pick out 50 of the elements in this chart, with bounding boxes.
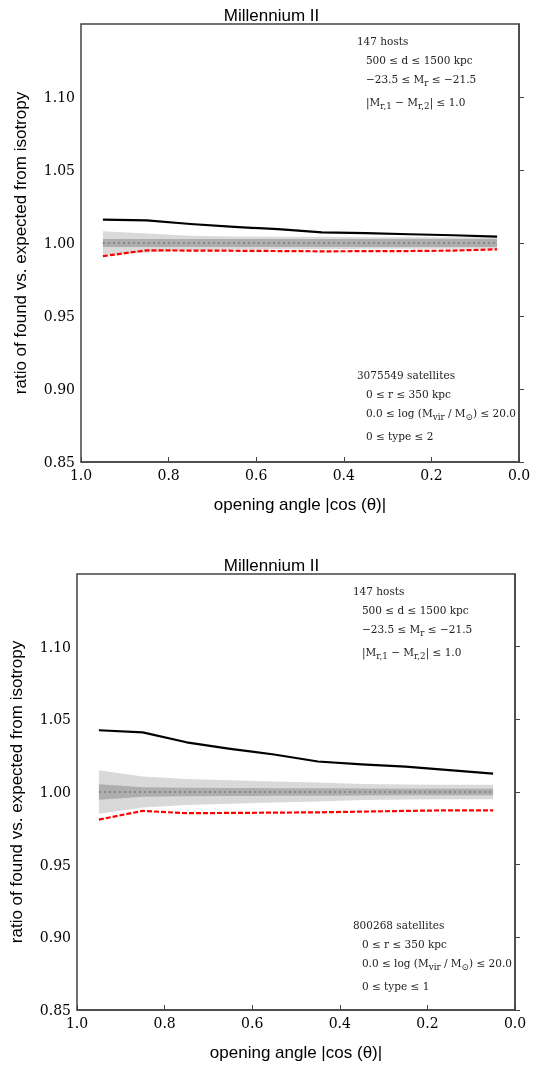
y-tick-label: 1.00 bbox=[43, 235, 75, 251]
line-series bbox=[97, 729, 495, 775]
line-series bbox=[101, 218, 499, 238]
x-tick-label: 0.4 bbox=[332, 467, 356, 483]
annotation: 147 hosts bbox=[352, 584, 406, 599]
x-tick-label: 1.0 bbox=[65, 1015, 89, 1031]
y-tick-label: 0.95 bbox=[39, 856, 71, 873]
chart-title: Millennium II bbox=[223, 556, 320, 575]
x-tick-label: 0.4 bbox=[328, 1015, 352, 1031]
annotation: −23.5 ≤ M$_{r}$ ≤ −21.5 bbox=[364, 72, 477, 91]
y-tick-label: 0.95 bbox=[43, 308, 75, 324]
annotation: 0.0 ≤ log (M$_{vir}$ / M$_{⊙}$) ≤ 20.0 bbox=[360, 956, 512, 975]
chart-title: Millennium II bbox=[223, 6, 320, 25]
annotation: 0 ≤ r ≤ 350 kpc bbox=[364, 387, 452, 402]
line-series bbox=[97, 809, 495, 821]
annotation: −23.5 ≤ M$_{r}$ ≤ −21.5 bbox=[360, 622, 473, 641]
x-tick-label: 0.0 bbox=[507, 467, 531, 483]
annotation: 0.0 ≤ log (M$_{vir}$ / M$_{⊙}$) ≤ 20.0 bbox=[364, 406, 516, 425]
x-axis-title: opening angle |cos (θ)| bbox=[213, 495, 387, 514]
annotation: |M$_{r,1}$ − M$_{r,2}$| ≤ 1.0 bbox=[360, 645, 463, 664]
x-tick-label: 0.2 bbox=[416, 1015, 439, 1031]
annotation: 0 ≤ r ≤ 350 kpc bbox=[360, 937, 448, 952]
y-tick-label: 1.05 bbox=[43, 162, 75, 178]
x-tick-label: 0.8 bbox=[157, 467, 180, 483]
x-tick-label: 0.0 bbox=[503, 1015, 527, 1031]
y-tick-label: 0.90 bbox=[43, 381, 75, 397]
x-tick-label: 0.6 bbox=[245, 467, 268, 483]
annotation: 500 ≤ d ≤ 1500 kpc bbox=[364, 53, 474, 68]
y-tick-label: 1.10 bbox=[39, 638, 71, 655]
annotation: 147 hosts bbox=[356, 34, 410, 49]
y-tick-label: 0.85 bbox=[43, 454, 75, 470]
x-tick-label: 0.6 bbox=[241, 1015, 264, 1031]
annotation: 3075549 satellites bbox=[356, 368, 457, 383]
y-tick-label: 1.05 bbox=[39, 711, 71, 728]
y-tick-label: 1.00 bbox=[39, 784, 71, 800]
line-series bbox=[101, 248, 499, 258]
annotation: 500 ≤ d ≤ 1500 kpc bbox=[360, 603, 470, 618]
annotation: 800268 satellites bbox=[352, 918, 446, 933]
y-tick-label: 0.85 bbox=[39, 1002, 71, 1018]
x-tick-label: 0.8 bbox=[153, 1015, 176, 1031]
annotation: |M$_{r,1}$ − M$_{r,2}$| ≤ 1.0 bbox=[364, 95, 467, 114]
annotation: 0 ≤ type ≤ 1 bbox=[360, 979, 431, 995]
y-tick-label: 1.10 bbox=[43, 89, 75, 105]
y-tick-label: 0.90 bbox=[39, 929, 71, 946]
y-axis-title: ratio of found vs. expected from isotropy bbox=[11, 91, 30, 395]
y-axis-title: ratio of found vs. expected from isotropy bbox=[7, 640, 26, 944]
annotation: 0 ≤ type ≤ 2 bbox=[364, 429, 435, 445]
x-axis-title: opening angle |cos (θ)| bbox=[209, 1043, 383, 1062]
x-tick-label: 0.2 bbox=[420, 467, 443, 483]
x-tick-label: 1.0 bbox=[69, 467, 93, 483]
